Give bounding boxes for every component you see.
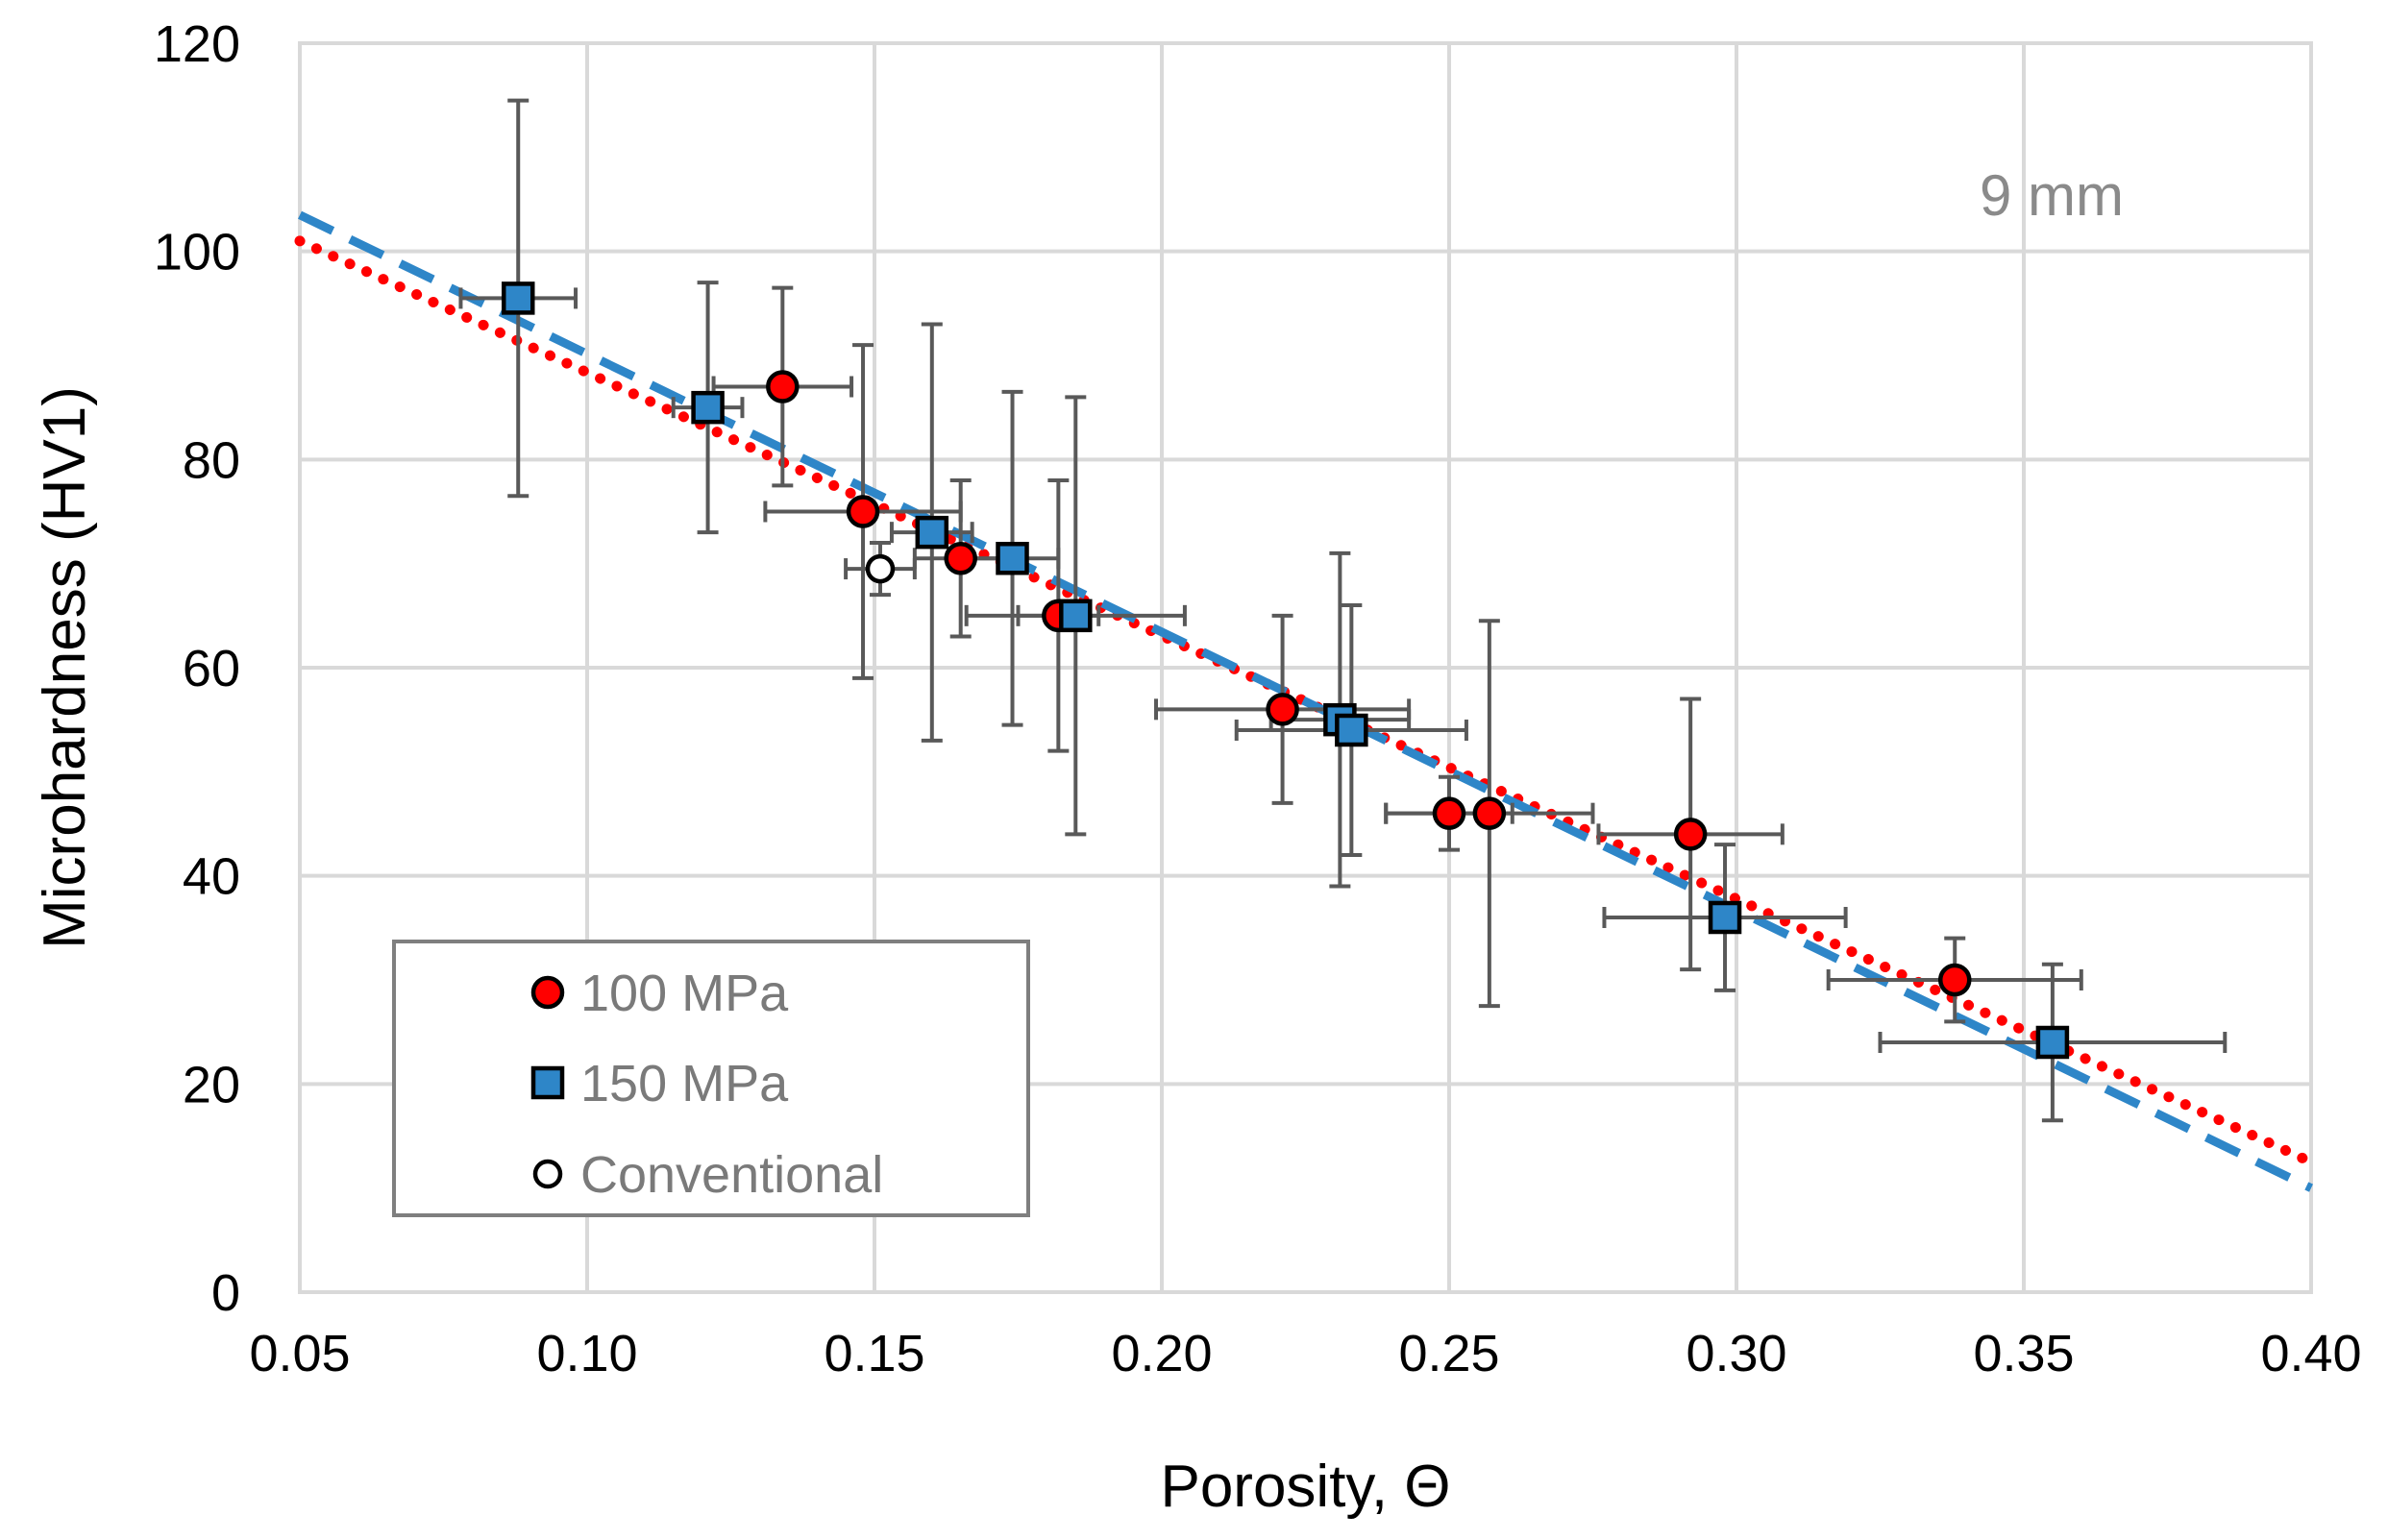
- data-point-conventional: [865, 553, 896, 584]
- x-tick-label: 0.05: [249, 1325, 350, 1382]
- data-point-150mpa: [996, 542, 1029, 575]
- y-axis-title: Microhardness (HV1): [32, 386, 98, 949]
- x-tick-label: 0.30: [1686, 1325, 1786, 1382]
- legend-box: [392, 940, 1030, 1217]
- data-point-150mpa: [1708, 900, 1742, 935]
- data-point-150mpa: [501, 281, 535, 315]
- x-tick-label: 0.40: [2260, 1325, 2361, 1382]
- trendlines: [294, 210, 2317, 1192]
- x-axis-title: Porosity, Θ: [1160, 1454, 1450, 1520]
- x-tick-label: 0.10: [536, 1325, 637, 1382]
- plot-area: [298, 41, 2313, 1294]
- legend-marker-150mpa: [530, 1065, 565, 1100]
- x-tick-label: 0.25: [1398, 1325, 1499, 1382]
- y-tick-label: 120: [154, 15, 240, 73]
- y-tick-label: 0: [211, 1264, 240, 1322]
- legend-label-conventional: Conventional: [580, 1146, 883, 1204]
- legend-label-150mpa: 150 MPa: [580, 1055, 789, 1112]
- grid: [298, 41, 2313, 1294]
- tick-labels: 0.05 0.10 0.15 0.20 0.25 0.30 0.35 0.40 0 20 40 60 8…: [154, 15, 2362, 1382]
- data-point-100mpa: [1266, 693, 1299, 726]
- trendline-150mpa: [298, 210, 2313, 1192]
- data-point-100mpa: [846, 495, 880, 528]
- data-markers: [501, 281, 2070, 1060]
- x-tick-label: 0.15: [824, 1325, 924, 1382]
- data-point-100mpa: [1472, 796, 1507, 830]
- data-point-150mpa: [691, 390, 725, 425]
- data-point-100mpa: [944, 542, 977, 575]
- y-tick-label: 20: [183, 1056, 240, 1113]
- legend-label-100mpa: 100 MPa: [580, 965, 789, 1022]
- data-point-100mpa: [766, 370, 800, 403]
- data-point-100mpa: [1937, 963, 1972, 997]
- data-point-100mpa: [1432, 796, 1466, 830]
- x-tick-label: 0.35: [1973, 1325, 2074, 1382]
- data-point-150mpa: [1059, 599, 1093, 633]
- data-point-150mpa: [915, 515, 949, 550]
- annotation-label: 9 mm: [1980, 163, 2124, 228]
- legend: 100 MPa 150 MPa Conventional: [392, 940, 1030, 1217]
- data-point-150mpa: [1335, 713, 1368, 747]
- data-point-100mpa: [1673, 818, 1708, 851]
- y-tick-label: 60: [183, 640, 240, 697]
- legend-marker-100mpa: [530, 975, 565, 1010]
- y-tick-label: 100: [154, 224, 240, 281]
- y-tick-label: 40: [183, 848, 240, 906]
- data-point-150mpa: [2035, 1025, 2070, 1060]
- x-tick-label: 0.20: [1111, 1325, 1212, 1382]
- legend-marker-conventional: [532, 1159, 563, 1189]
- y-tick-label: 80: [183, 431, 240, 489]
